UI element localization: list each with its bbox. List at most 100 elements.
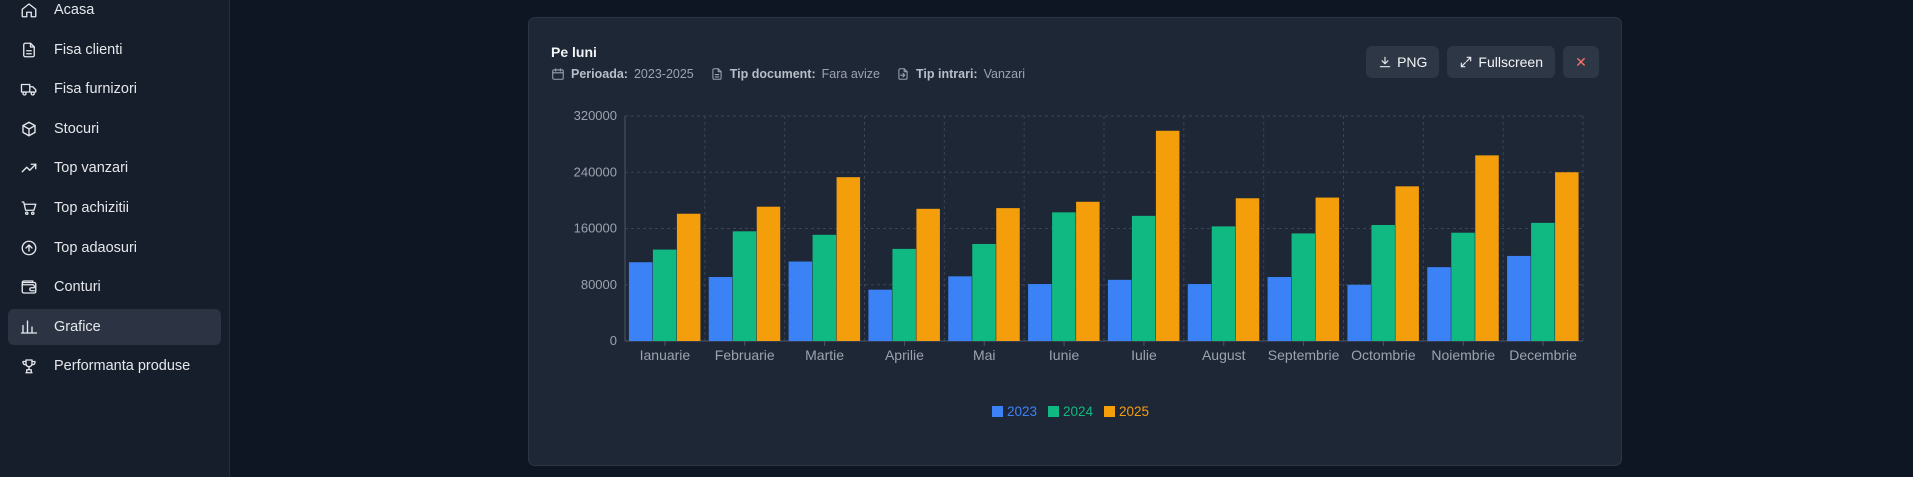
cart-icon — [20, 199, 38, 217]
y-tick-label: 80000 — [581, 277, 617, 292]
bar-2024-august — [1211, 226, 1236, 341]
bar-2024-aprilie — [892, 248, 916, 341]
meta-doc-type: Tip document: Fara avize — [710, 67, 880, 81]
wallet-icon — [20, 278, 38, 296]
bar-2025-iulie — [1155, 130, 1180, 341]
sidebar-item-conturi[interactable]: Conturi — [8, 269, 221, 305]
sidebar-item-label: Fisa clienti — [54, 41, 123, 58]
home-icon — [20, 1, 38, 19]
legend-swatch-2024 — [1048, 406, 1059, 417]
sidebar-item-label: Top achizitii — [54, 199, 129, 216]
sidebar-item-acasa[interactable]: Acasa — [8, 0, 221, 28]
x-tick-label: Decembrie — [1509, 347, 1577, 363]
bar-2024-mai — [972, 243, 996, 341]
bar-2025-ianuarie — [676, 213, 701, 341]
bar-2024-martie — [812, 234, 837, 341]
bar-2023-februarie — [708, 277, 733, 341]
sidebar-item-label: Grafice — [54, 318, 101, 335]
bar-2024-iunie — [1052, 212, 1076, 341]
x-tick-label: Iulie — [1131, 347, 1157, 363]
legend-swatch-2023 — [992, 406, 1003, 417]
close-icon: ✕ — [1575, 53, 1587, 70]
png-button-label: PNG — [1397, 54, 1428, 70]
bar-2023-august — [1187, 284, 1212, 341]
bar-2024-octombrie — [1371, 224, 1395, 341]
chart-meta: Perioada: 2023-2025 Tip document: Fara a… — [551, 67, 1041, 81]
y-tick-label: 0 — [610, 333, 617, 348]
legend-swatch-2025 — [1104, 406, 1115, 417]
x-tick-label: Aprilie — [885, 347, 924, 363]
meta-entry-type: Tip intrari: Vanzari — [896, 67, 1025, 81]
bar-2025-iunie — [1076, 201, 1100, 341]
chart-card-title: Pe luni — [551, 44, 597, 60]
chart-card: Pe luni Perioada: 2023-2025 Tip document… — [528, 17, 1622, 466]
y-tick-label: 320000 — [574, 108, 617, 123]
arrow-up-circle-icon — [20, 239, 38, 257]
x-tick-label: Iunie — [1049, 347, 1080, 363]
x-tick-label: Februarie — [715, 347, 775, 363]
sidebar-item-label: Conturi — [54, 279, 101, 296]
bar-2023-ianuarie — [628, 262, 653, 341]
bar-chart-icon — [20, 318, 38, 336]
bar-2025-august — [1235, 198, 1260, 341]
sidebar-item-top-vanzari[interactable]: Top vanzari — [8, 150, 221, 186]
bar-2025-februarie — [756, 206, 781, 341]
bar-2023-iulie — [1107, 279, 1132, 341]
sidebar-item-label: Performanta produse — [54, 358, 191, 375]
sidebar: Acasa Fisa clienti Fisa furnizori Stocuri To… — [0, 0, 230, 477]
bar-2024-februarie — [732, 231, 757, 341]
bar-2023-septembrie — [1267, 277, 1292, 341]
png-button[interactable]: PNG — [1366, 46, 1440, 78]
bar-2025-aprilie — [916, 208, 940, 341]
sidebar-item-label: Fisa furnizori — [54, 81, 137, 98]
meta-doc-label: Tip document: — [729, 67, 816, 81]
legend-label-2024: 2024 — [1063, 404, 1094, 419]
download-icon — [1379, 56, 1391, 68]
sidebar-item-stocuri[interactable]: Stocuri — [8, 111, 221, 147]
bar-2024-noiembrie — [1451, 232, 1475, 341]
bar-2023-decembrie — [1507, 255, 1531, 341]
bar-2024-septembrie — [1291, 233, 1316, 341]
sidebar-nav: Acasa Fisa clienti Fisa furnizori Stocuri To… — [0, 0, 229, 388]
box-icon — [20, 120, 38, 138]
sidebar-item-fisa-furnizori[interactable]: Fisa furnizori — [8, 71, 221, 107]
expand-icon — [1461, 56, 1472, 68]
sidebar-item-top-adaosuri[interactable]: Top adaosuri — [8, 230, 221, 266]
meta-period-value: 2023-2025 — [633, 67, 694, 81]
bar-2023-octombrie — [1347, 284, 1371, 341]
sidebar-item-performanta-produse[interactable]: Performanta produse — [8, 348, 221, 384]
trending-up-icon — [20, 159, 38, 177]
document-icon — [712, 68, 722, 80]
bar-2023-mai — [948, 276, 972, 341]
x-tick-label: Noiembrie — [1431, 347, 1495, 363]
meta-entry-value: Vanzari — [983, 67, 1026, 81]
meta-doc-value: Fara avize — [821, 67, 880, 81]
bar-2025-noiembrie — [1475, 155, 1499, 341]
sidebar-item-grafice[interactable]: Grafice — [8, 308, 221, 345]
y-tick-label: 160000 — [574, 221, 617, 236]
meta-period: Perioada: 2023-2025 — [551, 67, 694, 81]
sidebar-item-label: Top vanzari — [54, 160, 129, 177]
bar-2023-aprilie — [868, 289, 892, 341]
sidebar-item-fisa-clienti[interactable]: Fisa clienti — [8, 32, 221, 68]
fullscreen-button-label: Fullscreen — [1478, 54, 1543, 70]
sidebar-item-label: Acasa — [54, 2, 95, 18]
bar-2025-octombrie — [1395, 186, 1419, 341]
bar-2025-mai — [996, 208, 1020, 341]
x-tick-label: Octombrie — [1351, 347, 1416, 363]
file-text-icon — [20, 41, 38, 59]
bar-2025-decembrie — [1555, 172, 1579, 341]
fullscreen-button[interactable]: Fullscreen — [1447, 46, 1555, 78]
x-tick-label: August — [1202, 347, 1246, 363]
sidebar-item-top-achizitii[interactable]: Top achizitii — [8, 190, 221, 226]
close-button[interactable]: ✕ — [1563, 46, 1599, 78]
bar-2024-decembrie — [1531, 222, 1555, 341]
meta-period-label: Perioada: — [571, 67, 628, 81]
meta-entry-label: Tip intrari: — [916, 67, 978, 81]
bar-2024-iulie — [1131, 215, 1156, 341]
legend-label-2023: 2023 — [1007, 404, 1037, 419]
legend-label-2025: 2025 — [1119, 404, 1149, 419]
bar-2023-martie — [788, 261, 813, 341]
sidebar-item-label: Top adaosuri — [54, 239, 138, 256]
x-tick-label: Septembrie — [1268, 347, 1340, 363]
